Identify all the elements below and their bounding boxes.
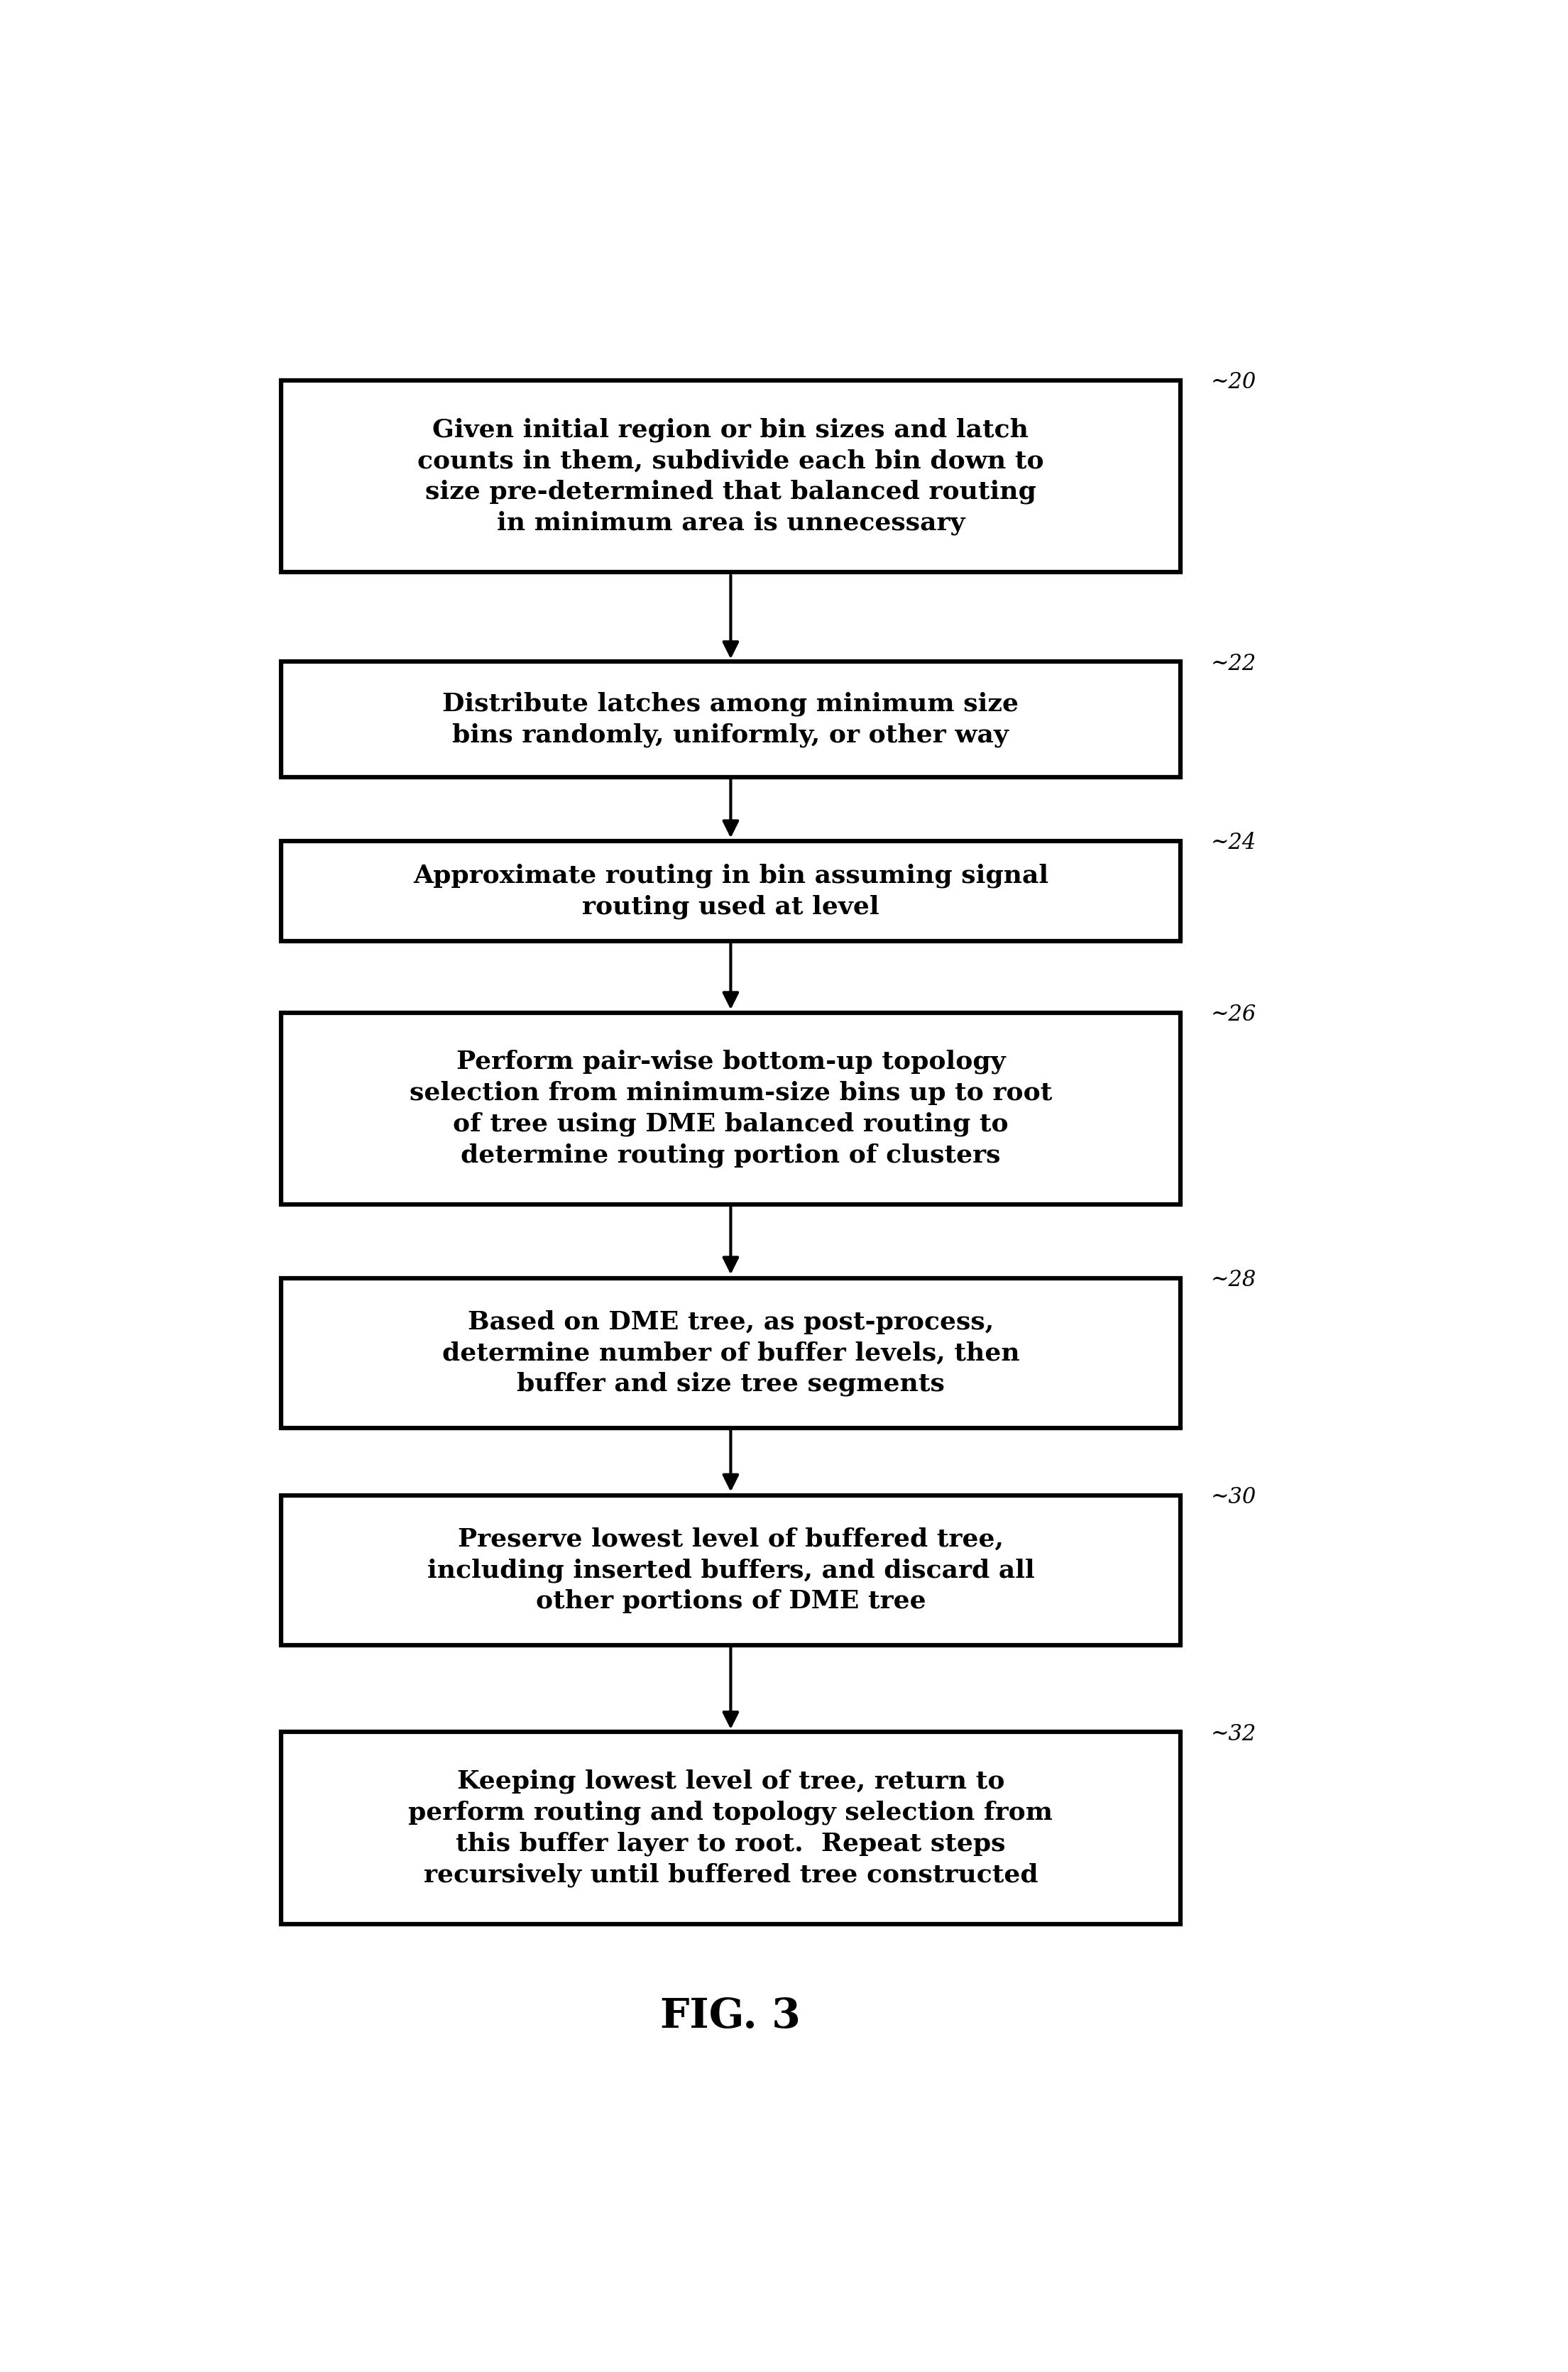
FancyBboxPatch shape xyxy=(281,1279,1181,1428)
Text: ~28: ~28 xyxy=(1210,1269,1256,1290)
Text: Preserve lowest level of buffered tree,
including inserted buffers, and discard : Preserve lowest level of buffered tree, … xyxy=(426,1528,1035,1613)
FancyBboxPatch shape xyxy=(281,380,1181,572)
Text: Perform pair-wise bottom-up topology
selection from minimum-size bins up to root: Perform pair-wise bottom-up topology sel… xyxy=(409,1048,1052,1167)
FancyBboxPatch shape xyxy=(281,840,1181,942)
FancyBboxPatch shape xyxy=(281,1732,1181,1924)
Text: Distribute latches among minimum size
bins randomly, uniformly, or other way: Distribute latches among minimum size bi… xyxy=(442,693,1019,747)
Text: ~30: ~30 xyxy=(1210,1487,1256,1509)
FancyBboxPatch shape xyxy=(281,662,1181,778)
FancyBboxPatch shape xyxy=(281,1013,1181,1205)
FancyBboxPatch shape xyxy=(281,1497,1181,1646)
Text: ~20: ~20 xyxy=(1210,372,1256,394)
Text: Based on DME tree, as post-process,
determine number of buffer levels, then
buff: Based on DME tree, as post-process, dete… xyxy=(442,1309,1019,1397)
Text: Approximate routing in bin assuming signal
routing used at level: Approximate routing in bin assuming sign… xyxy=(412,863,1049,918)
Text: FIG. 3: FIG. 3 xyxy=(660,1997,801,2035)
Text: ~26: ~26 xyxy=(1210,1003,1256,1025)
Text: ~24: ~24 xyxy=(1210,833,1256,854)
Text: ~22: ~22 xyxy=(1210,652,1256,674)
Text: Keeping lowest level of tree, return to
perform routing and topology selection f: Keeping lowest level of tree, return to … xyxy=(408,1770,1054,1888)
Text: Given initial region or bin sizes and latch
counts in them, subdivide each bin d: Given initial region or bin sizes and la… xyxy=(417,417,1044,536)
Text: ~32: ~32 xyxy=(1210,1722,1256,1746)
